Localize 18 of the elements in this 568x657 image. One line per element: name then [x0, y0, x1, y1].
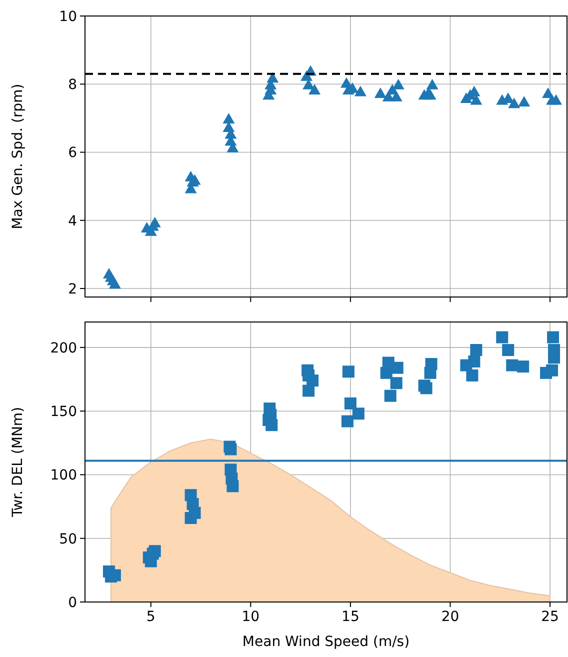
x-tick-label: 10: [242, 609, 260, 625]
y-tick-label: 100: [50, 468, 77, 484]
y-tick-label: 4: [68, 213, 78, 230]
y-tick-label: 150: [50, 404, 77, 420]
y-axis-title: Twr. DEL (MNm): [10, 406, 26, 518]
x-axis-title: Mean Wind Speed (m/s): [242, 634, 410, 650]
x-tick-label: 20: [441, 609, 460, 625]
y-tick-label: 50: [59, 531, 77, 548]
y-tick-label: 8: [68, 77, 77, 94]
y-axis-title: Max Gen. Spd. (rpm): [10, 84, 26, 230]
x-tick-label: 5: [146, 609, 156, 625]
y-tick-label: 10: [59, 8, 77, 25]
y-tick-label: 2: [68, 281, 77, 298]
y-tick-label: 200: [50, 340, 77, 356]
y-tick-label: 0: [68, 594, 77, 611]
x-tick-label: 15: [342, 609, 360, 625]
y-tick-label: 6: [68, 145, 78, 162]
x-tick-label: 25: [541, 609, 559, 625]
